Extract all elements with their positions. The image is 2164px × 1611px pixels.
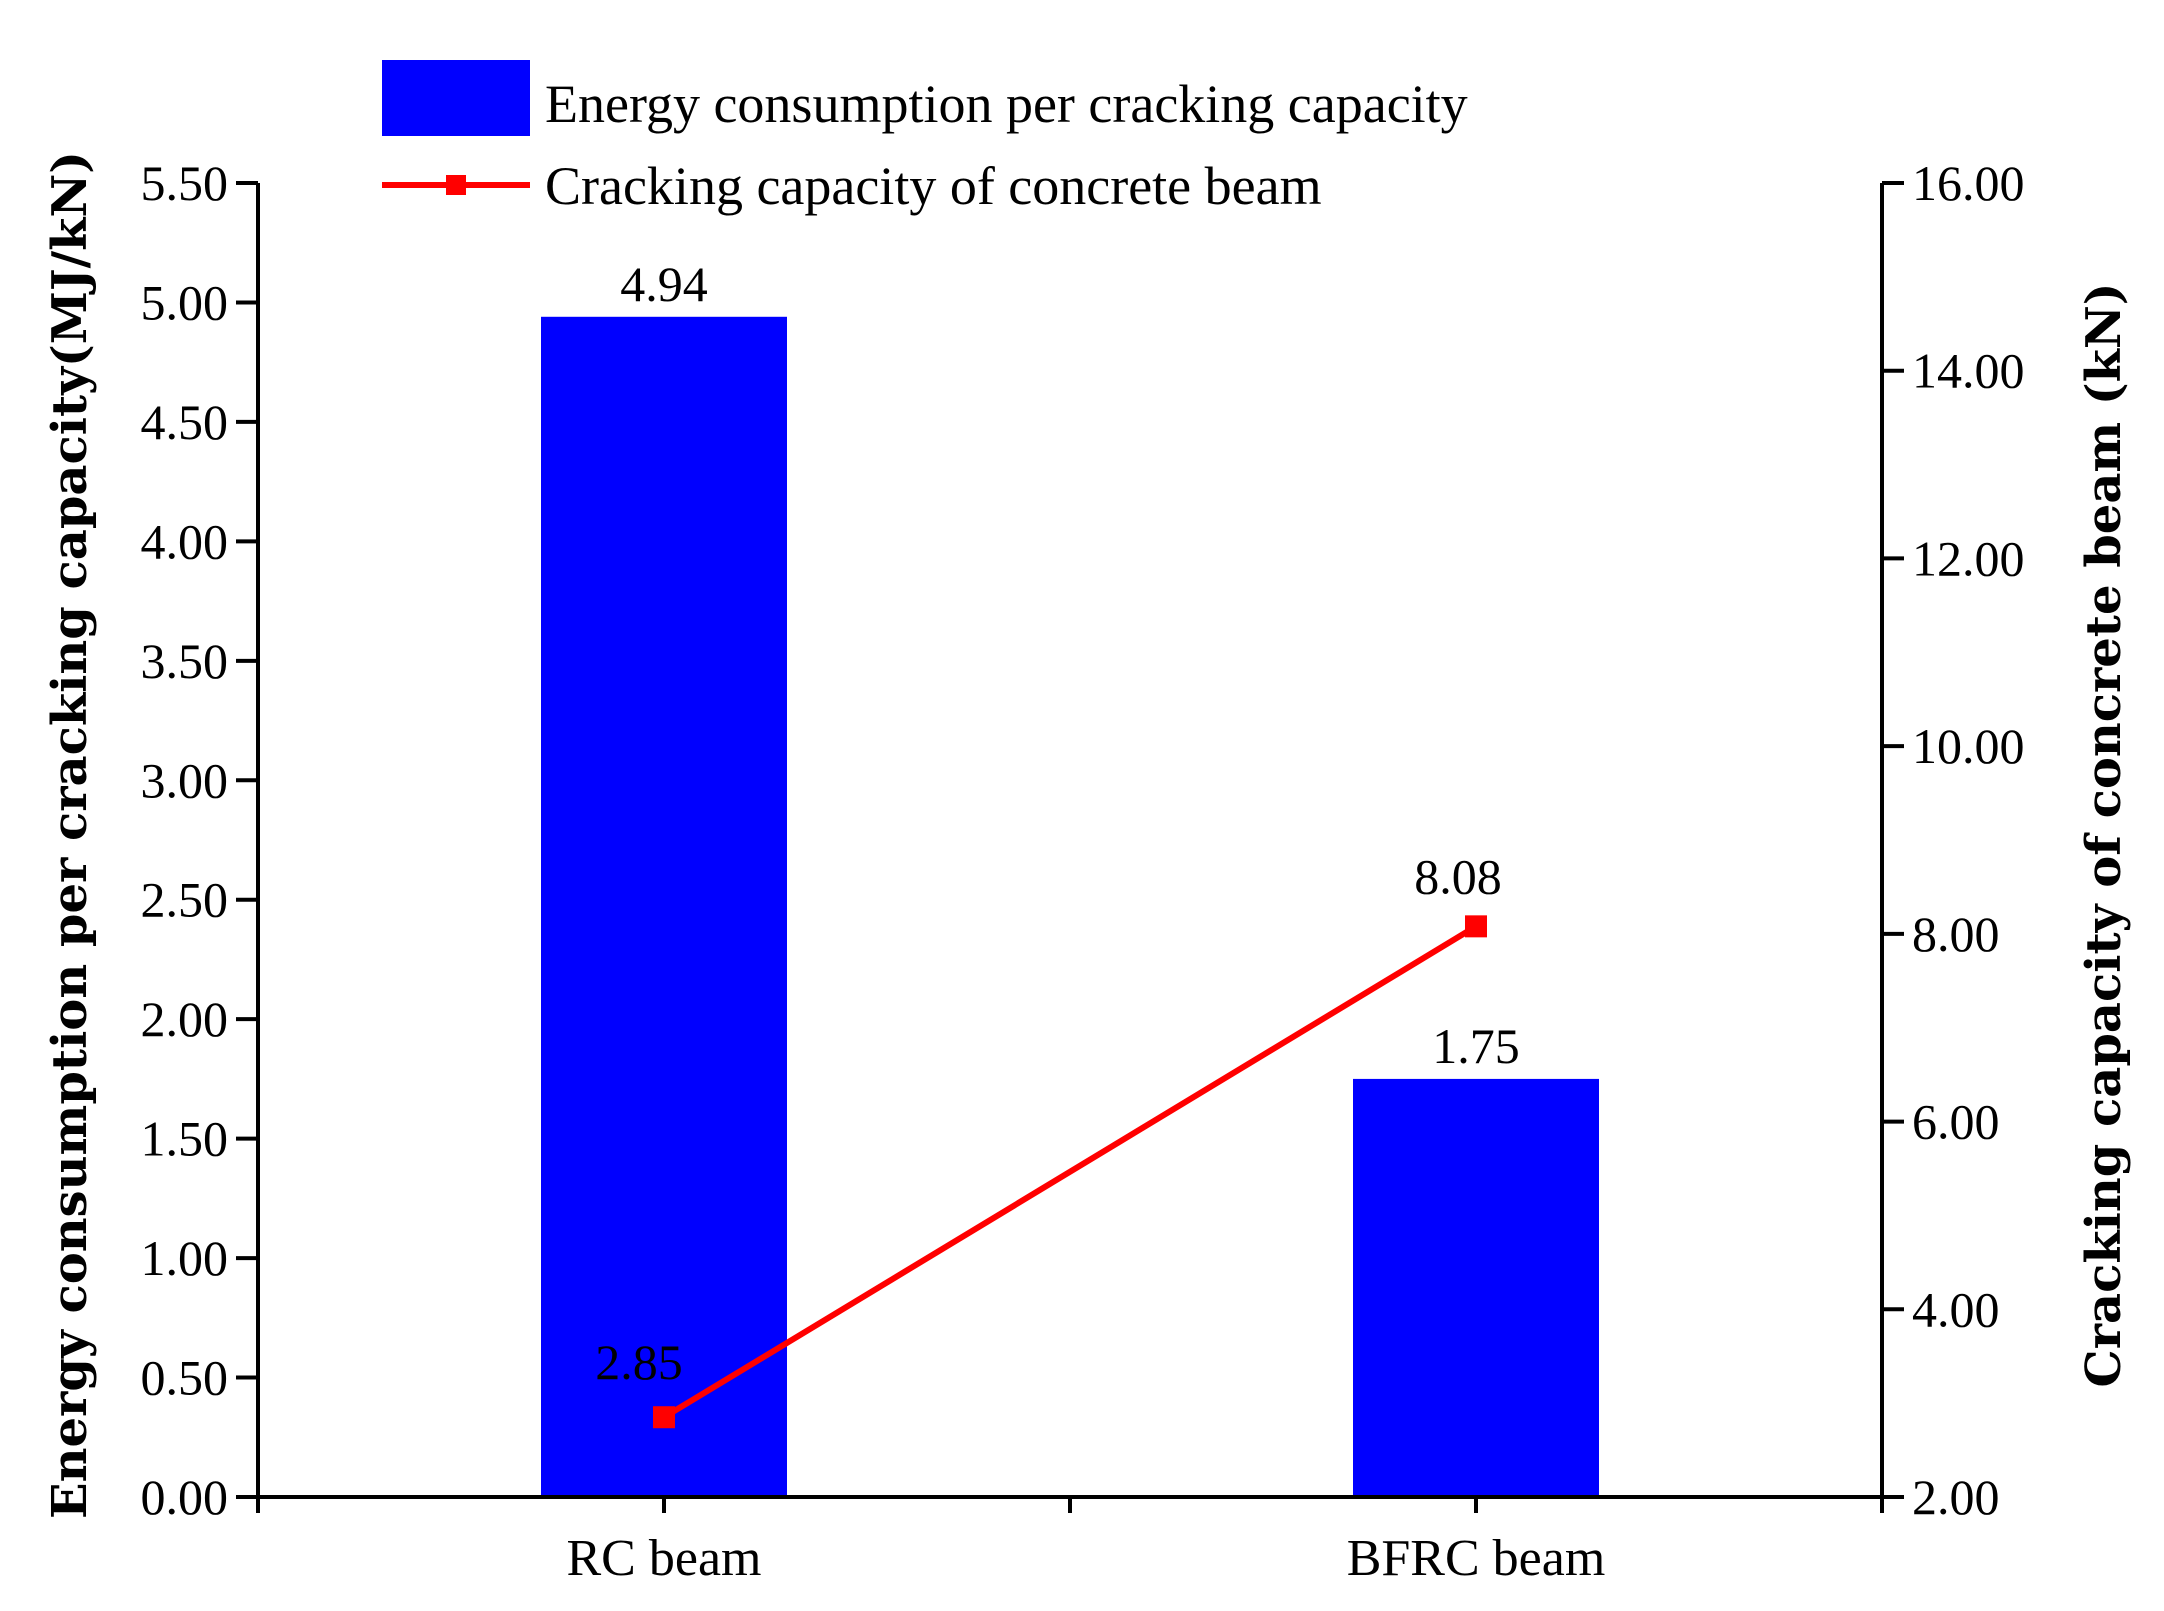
left-tick-label-11: 5.50 bbox=[141, 155, 229, 211]
right-tick-label-6: 14.00 bbox=[1912, 343, 2025, 399]
right-tick-label-2: 6.00 bbox=[1912, 1094, 2000, 1150]
labels-layer: 4.94 1.75 0.00 0.50 1.00 1.50 2.00 2.50 3.00 3.50… bbox=[141, 155, 2025, 1587]
left-tick-label-6: 3.00 bbox=[141, 752, 229, 808]
bar-value-label-1: 1.75 bbox=[1432, 1018, 1520, 1074]
legend-bar-label: Energy consumption per cracking capacity bbox=[545, 74, 1468, 134]
category-label-0: RC beam bbox=[567, 1530, 762, 1587]
legend-line-label: Cracking capacity of concrete beam bbox=[545, 156, 1322, 216]
left-tick-label-10: 5.00 bbox=[141, 274, 229, 330]
line-point-1 bbox=[1465, 915, 1487, 938]
left-tick-label-7: 3.50 bbox=[141, 633, 229, 689]
bar-1 bbox=[1353, 1078, 1599, 1497]
y-axis-title-left: Energy consumption per cracking capacity… bbox=[42, 151, 98, 1519]
line-point-0 bbox=[653, 1406, 675, 1429]
left-tick-label-9: 4.50 bbox=[141, 394, 229, 450]
right-tick-label-3: 8.00 bbox=[1912, 906, 2000, 962]
line-series-path bbox=[662, 923, 1478, 1420]
line-value-label-0: 2.85 bbox=[595, 1334, 683, 1390]
line-layer bbox=[653, 915, 1487, 1429]
right-tick-label-5: 12.00 bbox=[1912, 530, 2025, 586]
left-tick-label-2: 1.00 bbox=[141, 1230, 229, 1286]
axes-layer bbox=[236, 181, 1904, 1513]
left-tick-label-1: 0.50 bbox=[141, 1350, 229, 1406]
line-value-label-1: 8.08 bbox=[1414, 848, 1502, 904]
bar-0 bbox=[541, 316, 787, 1498]
right-tick-label-1: 4.00 bbox=[1912, 1281, 2000, 1337]
right-tick-label-7: 16.00 bbox=[1912, 155, 2025, 211]
left-tick-label-4: 2.00 bbox=[141, 991, 229, 1047]
right-tick-label-0: 2.00 bbox=[1912, 1469, 2000, 1525]
legend-line-marker bbox=[446, 175, 466, 195]
category-label-1: BFRC beam bbox=[1347, 1530, 1606, 1587]
y-axis-title-right: Cracking capacity of concrete beam (kN) bbox=[2076, 283, 2132, 1388]
bar-value-label-0: 4.94 bbox=[620, 256, 708, 312]
legend-bar-swatch bbox=[382, 60, 530, 136]
bars-layer bbox=[541, 316, 1599, 1498]
left-tick-label-3: 1.50 bbox=[141, 1111, 229, 1167]
left-tick-label-5: 2.50 bbox=[141, 872, 229, 928]
legend: Energy consumption per cracking capacity… bbox=[382, 60, 1468, 216]
right-tick-label-4: 10.00 bbox=[1912, 718, 2025, 774]
left-tick-label-0: 0.00 bbox=[141, 1469, 229, 1525]
left-tick-label-8: 4.00 bbox=[141, 513, 229, 569]
